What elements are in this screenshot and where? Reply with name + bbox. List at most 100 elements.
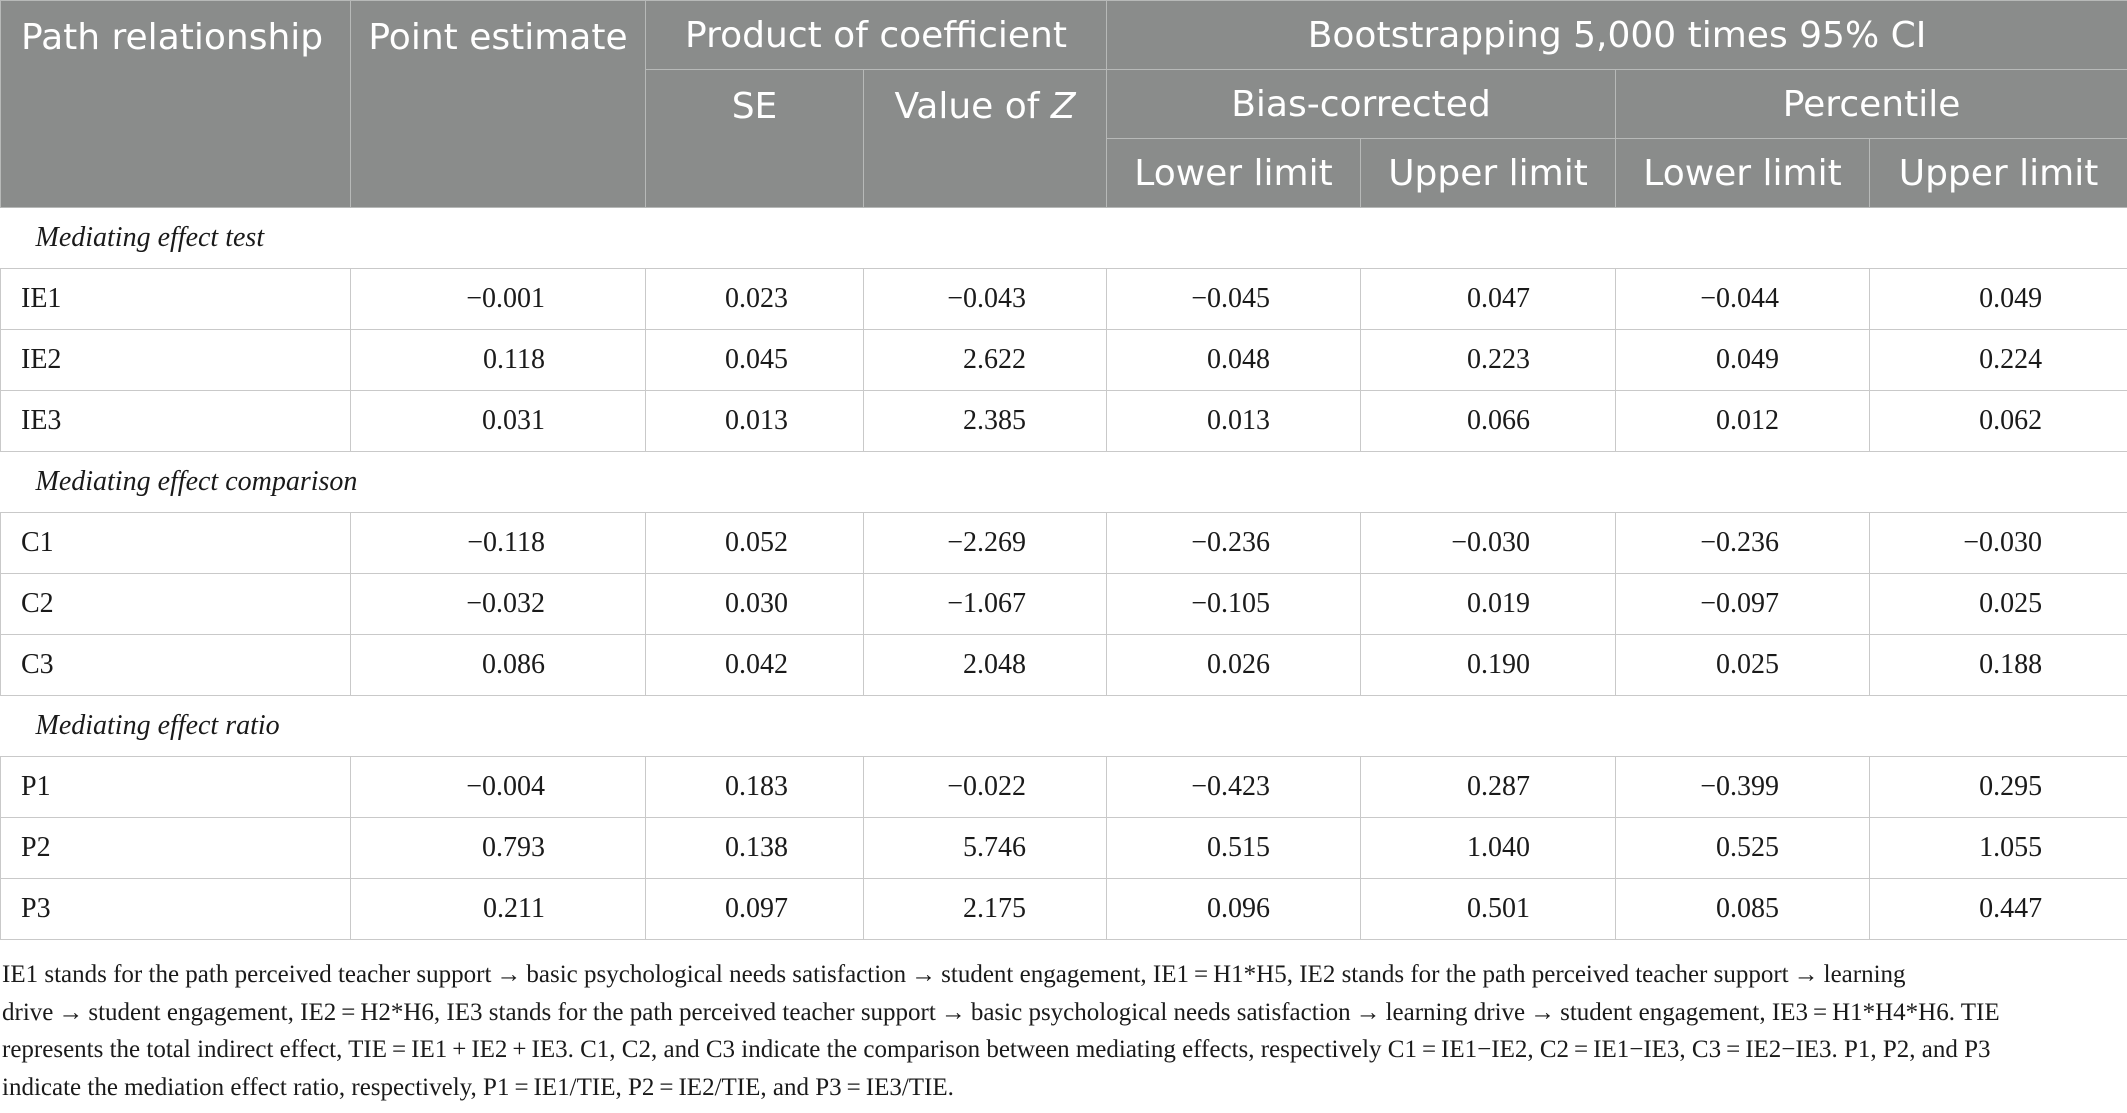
value-cell: 0.047 [1360,268,1617,330]
header-se: SE [645,69,864,208]
value-cell: −0.236 [1615,512,1871,574]
value-cell: 5.746 [862,817,1108,879]
header-bc-lower-limit: Lower limit [1106,138,1362,208]
value-cell: −0.001 [350,268,646,330]
table-row: C3 0.086 0.042 2.048 0.026 0.190 0.025 0.188 [0,634,2127,696]
value-cell: 0.515 [1106,817,1362,879]
table-body: Mediating effect test IE1 −0.001 0.023 −0.04… [0,207,2127,940]
value-cell: 2.622 [862,329,1108,391]
value-cell: 0.223 [1360,329,1617,391]
value-cell: 0.023 [645,268,864,330]
value-cell: 0.501 [1360,878,1617,940]
value-cell: 0.447 [1869,878,2127,940]
value-cell: 0.026 [1106,634,1362,696]
table-row: P3 0.211 0.097 2.175 0.096 0.501 0.085 0.447 [0,878,2127,940]
table-footnote: IE1 stands for the path perceived teache… [2,956,2117,1106]
value-cell: 0.025 [1615,634,1871,696]
row-label: P1 [0,756,351,818]
header-bc-upper-limit: Upper limit [1360,138,1617,208]
section-title: Mediating effect test [0,207,2127,269]
value-cell: 0.138 [645,817,864,879]
header-value-of-z-prefix: Value of [894,86,1051,127]
header-pc-upper-limit: Upper limit [1869,138,2127,208]
table-row: P2 0.793 0.138 5.746 0.515 1.040 0.525 1.055 [0,817,2127,879]
value-cell: 0.013 [1106,390,1362,452]
table-row: P1 −0.004 0.183 −0.022 −0.423 0.287 −0.399 0.29… [0,756,2127,818]
value-cell: 0.224 [1869,329,2127,391]
row-label: IE3 [0,390,351,452]
value-cell: −0.022 [862,756,1108,818]
header-pc-lower-limit: Lower limit [1615,138,1871,208]
header-z-variable: Z [1050,86,1076,127]
value-cell: 0.118 [350,329,646,391]
value-cell: 0.042 [645,634,864,696]
footnote-line: indicate the mediation effect ratio, res… [2,1073,954,1101]
value-cell: 0.052 [645,512,864,574]
value-cell: −0.004 [350,756,646,818]
section-title: Mediating effect ratio [0,695,2127,757]
value-cell: −0.043 [862,268,1108,330]
table-header: Path relationship Point estimate Product… [0,0,2127,208]
value-cell: −0.399 [1615,756,1871,818]
value-cell: 0.793 [350,817,646,879]
table-row: IE2 0.118 0.045 2.622 0.048 0.223 0.049 0.224 [0,329,2127,391]
value-cell: 0.049 [1869,268,2127,330]
mediation-results-table: Path relationship Point estimate Product… [0,0,2127,940]
value-cell: 1.040 [1360,817,1617,879]
value-cell: 0.096 [1106,878,1362,940]
header-point-estimate: Point estimate [350,0,646,208]
row-label: IE2 [0,329,351,391]
header-bias-corrected: Bias-corrected [1106,69,1617,139]
value-cell: 0.045 [645,329,864,391]
value-cell: 0.097 [645,878,864,940]
header-bootstrapping: Bootstrapping 5,000 times 95% CI [1106,0,2127,70]
row-label: IE1 [0,268,351,330]
value-cell: −0.118 [350,512,646,574]
value-cell: −2.269 [862,512,1108,574]
value-cell: 0.025 [1869,573,2127,635]
value-cell: 0.062 [1869,390,2127,452]
value-cell: 0.295 [1869,756,2127,818]
value-cell: 0.012 [1615,390,1871,452]
value-cell: 0.525 [1615,817,1871,879]
header-value-of-z: Value of Z [862,69,1108,208]
value-cell: 0.183 [645,756,864,818]
value-cell: −0.097 [1615,573,1871,635]
table-row: C2 −0.032 0.030 −1.067 −0.105 0.019 −0.097 0.02… [0,573,2127,635]
value-cell: 0.066 [1360,390,1617,452]
value-cell: 0.085 [1615,878,1871,940]
value-cell: 0.287 [1360,756,1617,818]
footnote-line: represents the total indirect effect, TI… [2,1036,1991,1063]
value-cell: 0.031 [350,390,646,452]
value-cell: 2.175 [862,878,1108,940]
value-cell: 2.385 [862,390,1108,452]
row-label: C2 [0,573,351,635]
value-cell: 0.211 [350,878,646,940]
value-cell: 0.048 [1106,329,1362,391]
section-row: Mediating effect ratio [0,695,2127,757]
value-cell: 0.019 [1360,573,1617,635]
row-label: C3 [0,634,351,696]
header-row-3: Lower limit Upper limit Lower limit Uppe… [1,138,2127,208]
row-label: P2 [0,817,351,879]
value-cell: −0.045 [1106,268,1362,330]
table-row: C1 −0.118 0.052 −2.269 −0.236 −0.030 −0.236 −0.… [0,512,2127,574]
table-row: IE1 −0.001 0.023 −0.043 −0.045 0.047 −0.044 0.0… [0,268,2127,330]
header-path-relationship: Path relationship [0,0,351,208]
header-percentile: Percentile [1615,69,2127,139]
section-row: Mediating effect comparison [0,451,2127,513]
value-cell: −0.236 [1106,512,1362,574]
value-cell: 0.013 [645,390,864,452]
section-row: Mediating effect test [0,207,2127,269]
footnote-line: drive → student engagement, IE2 = H2*H6,… [2,998,2000,1026]
table-row: IE3 0.031 0.013 2.385 0.013 0.066 0.012 0.062 [0,390,2127,452]
value-cell: −0.044 [1615,268,1871,330]
value-cell: 0.190 [1360,634,1617,696]
value-cell: −0.030 [1360,512,1617,574]
value-cell: 0.049 [1615,329,1871,391]
value-cell: −0.030 [1869,512,2127,574]
row-label: C1 [0,512,351,574]
row-label: P3 [0,878,351,940]
value-cell: 2.048 [862,634,1108,696]
